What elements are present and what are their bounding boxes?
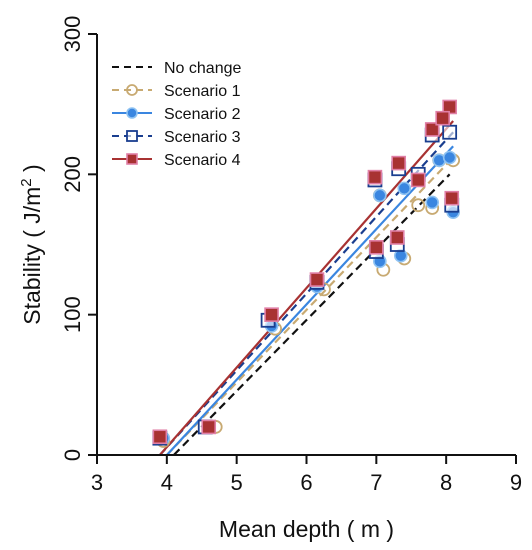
point-scenario-2 — [373, 188, 387, 203]
legend-item-scenario-3: Scenario 3 — [112, 129, 241, 146]
point-scenario-4 — [424, 122, 440, 137]
fit-line-scenario-4 — [159, 120, 454, 456]
fit-line-scenario-1 — [166, 156, 454, 456]
y-axis-label-end: ) — [19, 164, 45, 178]
point-scenario-4 — [369, 240, 384, 255]
x-tick-label: 6 — [300, 470, 312, 495]
point-scenario-2 — [442, 150, 457, 165]
legend-marker — [126, 153, 138, 165]
y-axis-label-main: Stability ( J/m — [19, 187, 45, 325]
legend-item-scenario-4: Scenario 4 — [112, 152, 241, 169]
legend-label: No change — [164, 60, 241, 77]
x-tick-label: 8 — [440, 470, 452, 495]
fit-lines — [159, 120, 454, 456]
x-tick-label: 3 — [91, 470, 103, 495]
y-tick-label: 200 — [60, 156, 85, 193]
x-axis-label: Mean depth ( m ) — [219, 516, 394, 542]
axes — [96, 34, 516, 456]
y-axis-label: Stability ( J/m2 ) — [18, 164, 45, 324]
point-scenario-4 — [264, 307, 279, 322]
legend-marker — [126, 107, 138, 119]
point-scenario-2 — [397, 181, 412, 196]
legend-label: Scenario 2 — [164, 106, 241, 123]
point-scenario-4 — [410, 172, 426, 188]
y-axis-ticks: 0 100 200 300 — [60, 16, 97, 461]
x-tick-label: 9 — [510, 470, 522, 495]
x-tick-label: 5 — [231, 470, 243, 495]
x-axis-ticks: 3 4 5 6 7 8 9 — [91, 455, 522, 495]
point-scenario-2 — [425, 195, 440, 210]
point-scenario-4 — [444, 190, 460, 206]
y-axis-label-superscript: 2 — [18, 178, 35, 186]
x-tick-label: 7 — [370, 470, 382, 495]
legend-marker — [126, 130, 138, 142]
x-tick-label: 4 — [161, 470, 173, 495]
point-scenario-4 — [367, 169, 383, 185]
point-scenario-4 — [201, 419, 217, 435]
legend-label: Scenario 4 — [164, 152, 241, 169]
point-scenario-4 — [389, 230, 405, 245]
point-scenario-4 — [152, 429, 168, 445]
fit-line-scenario-3 — [159, 131, 454, 456]
fit-line-no-change — [173, 173, 451, 456]
point-scenario-1 — [411, 198, 426, 213]
point-scenario-4 — [309, 272, 325, 287]
legend-item-no-change: No change — [112, 60, 241, 77]
data-points — [152, 99, 461, 448]
point-scenario-3 — [442, 124, 458, 140]
point-scenario-4 — [435, 110, 450, 126]
y-tick-label: 0 — [60, 449, 85, 461]
legend: No change Scenario 1 Scenario 2 Scenario 3 S… — [112, 60, 241, 169]
y-tick-label: 300 — [60, 16, 85, 53]
fit-line-scenario-2 — [166, 145, 454, 456]
legend-item-scenario-2: Scenario 2 — [112, 106, 241, 123]
y-tick-label: 100 — [60, 296, 85, 333]
legend-label: Scenario 1 — [164, 83, 241, 100]
legend-label: Scenario 3 — [164, 129, 241, 146]
legend-item-scenario-1: Scenario 1 — [112, 83, 241, 100]
legend-marker — [126, 84, 138, 96]
point-scenario-4 — [391, 155, 406, 171]
